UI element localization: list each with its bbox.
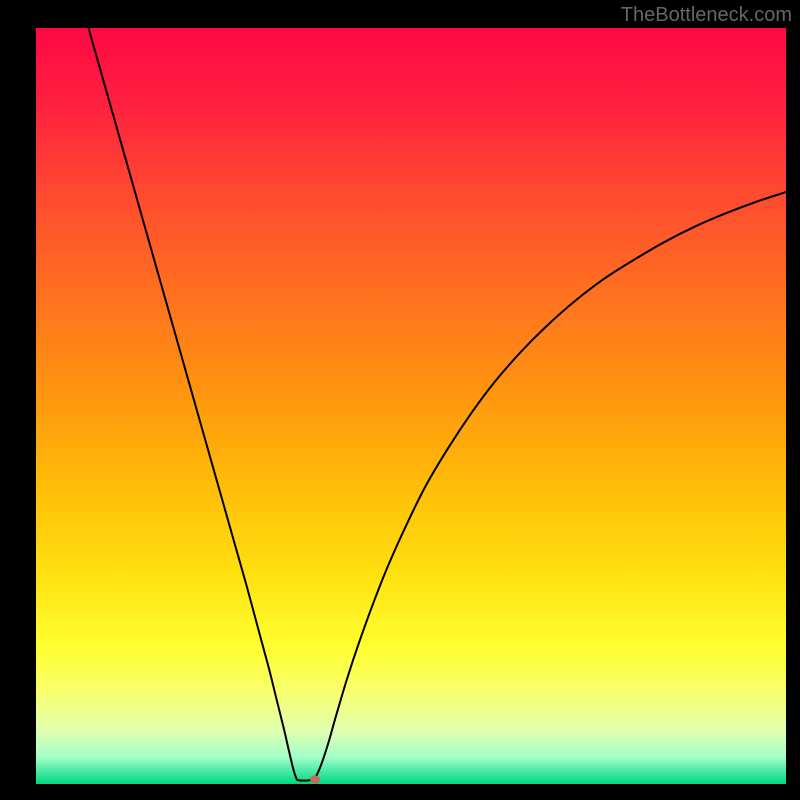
curve-layer [36,28,786,784]
bottleneck-curve [89,28,787,781]
plot-area [36,28,786,784]
bottleneck-chart: TheBottleneck.com [0,0,800,800]
watermark-text: TheBottleneck.com [621,4,792,27]
optimal-point-marker [310,775,320,783]
